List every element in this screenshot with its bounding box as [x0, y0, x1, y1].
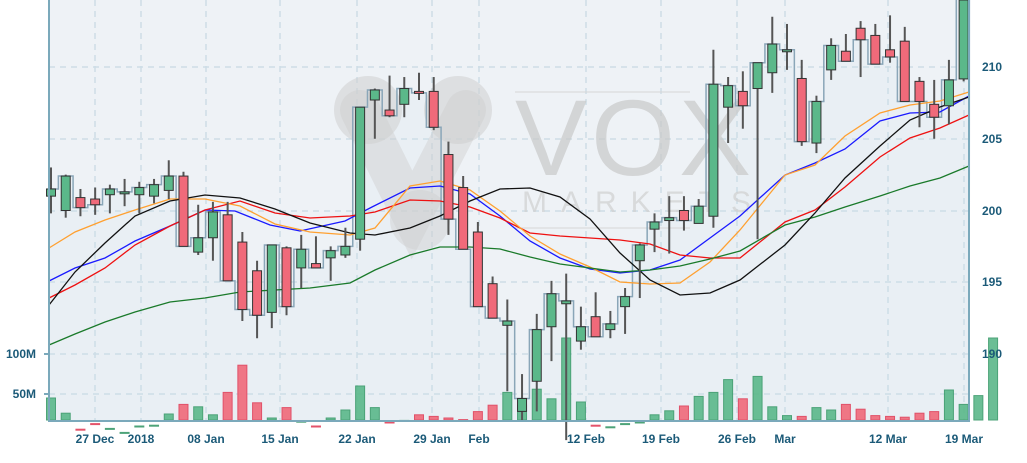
- date-axis-labels: 27 Dec 2018 08 Jan 15 Jan 22 Jan 29 Jan Feb 12 …: [76, 432, 984, 446]
- svg-text:12 Feb: 12 Feb: [567, 432, 605, 446]
- volume-axis-labels: 100M 50M: [6, 347, 49, 401]
- svg-text:19 Feb: 19 Feb: [642, 432, 680, 446]
- price-axis-labels: 210 205 200 195 190: [982, 60, 1002, 361]
- svg-text:210: 210: [982, 60, 1002, 74]
- svg-text:26 Feb: 26 Feb: [718, 432, 756, 446]
- axes: [48, 0, 970, 422]
- svg-text:12 Mar: 12 Mar: [869, 432, 907, 446]
- svg-text:195: 195: [982, 275, 1002, 289]
- svg-text:Feb: Feb: [468, 432, 489, 446]
- svg-text:2018: 2018: [128, 432, 155, 446]
- svg-text:200: 200: [982, 204, 1002, 218]
- svg-text:19 Mar: 19 Mar: [945, 432, 983, 446]
- svg-text:08 Jan: 08 Jan: [187, 432, 224, 446]
- svg-text:190: 190: [982, 347, 1002, 361]
- svg-text:22 Jan: 22 Jan: [338, 432, 375, 446]
- svg-text:Mar: Mar: [774, 432, 796, 446]
- svg-text:50M: 50M: [13, 387, 36, 401]
- svg-text:27 Dec: 27 Dec: [76, 432, 115, 446]
- svg-text:100M: 100M: [6, 347, 36, 361]
- svg-text:29 Jan: 29 Jan: [413, 432, 450, 446]
- svg-text:VOX: VOX: [515, 77, 755, 198]
- svg-text:205: 205: [982, 132, 1002, 146]
- candlesticks: [46, 0, 969, 441]
- svg-text:15 Jan: 15 Jan: [261, 432, 298, 446]
- svg-text:MARKETS: MARKETS: [522, 186, 765, 219]
